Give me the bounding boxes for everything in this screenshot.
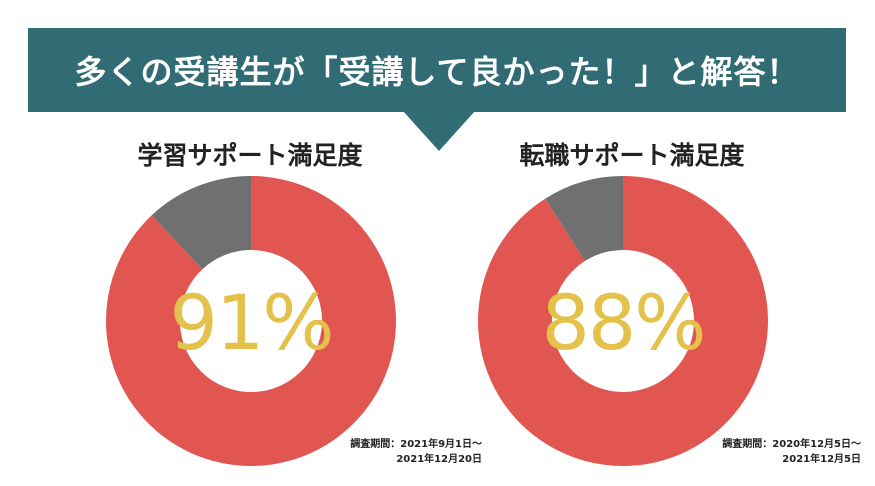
survey-period-learning: 調査期間：2021年9月1日〜 2021年12月20日 <box>350 437 482 467</box>
survey-period-start: 調査期間：2020年12月5日〜 <box>722 439 861 450</box>
donut-slice-satisfied <box>105 176 396 466</box>
survey-period-end: 2021年12月20日 <box>396 454 482 465</box>
percent-label: 91% <box>170 278 333 367</box>
chart-title-learning-support: 学習サポート満足度 <box>137 141 363 170</box>
headline-banner <box>28 28 846 112</box>
survey-period-career: 調査期間：2020年12月5日〜 2021年12月5日 <box>722 437 861 467</box>
donut-chart-career-support: 88% <box>478 176 768 466</box>
donut-slice-other <box>151 176 251 270</box>
survey-period-start: 調査期間：2021年9月1日〜 <box>350 439 482 450</box>
donut-slice-satisfied <box>478 176 768 466</box>
donut-chart-learning-support: 91% <box>105 176 396 466</box>
survey-period-end: 2021年12月5日 <box>782 454 861 465</box>
percent-label: 88% <box>542 278 705 367</box>
donut-slice-other <box>545 176 623 262</box>
headline-text: 多くの受講生が「受講して良かった！」と解答！ <box>74 53 800 91</box>
banner-pointer <box>403 111 475 151</box>
chart-title-career-support: 転職サポート満足度 <box>519 141 745 170</box>
